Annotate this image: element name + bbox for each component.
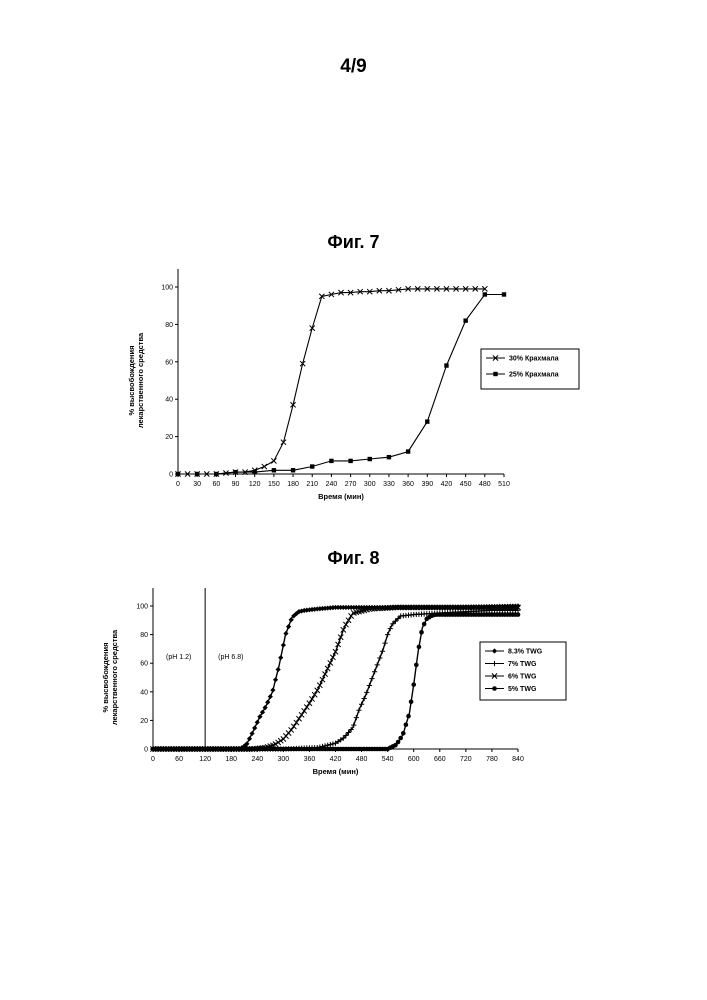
data-point — [367, 683, 372, 688]
data-point — [362, 696, 367, 701]
annotation-label: (pH 6.8) — [218, 654, 243, 661]
data-point — [289, 727, 294, 732]
data-point — [364, 690, 369, 695]
data-point — [268, 694, 273, 699]
data-point — [411, 682, 416, 687]
data-point — [380, 649, 385, 654]
y-tick-label: 20 — [140, 718, 148, 725]
series-1 — [150, 608, 520, 752]
data-point — [286, 624, 291, 629]
x-tick-label: 120 — [199, 756, 211, 763]
legend-label: 7% TWG — [508, 661, 537, 668]
data-point — [369, 676, 374, 681]
data-point — [422, 622, 427, 627]
data-point — [401, 731, 406, 736]
x-tick-label: 600 — [408, 756, 420, 763]
data-point — [249, 731, 254, 736]
y-tick-label: 60 — [140, 661, 148, 668]
x-tick-label: 240 — [251, 756, 263, 763]
x-tick-label: 360 — [304, 756, 316, 763]
x-tick-label: 480 — [356, 756, 368, 763]
series-line — [153, 610, 518, 749]
y-tick-label: 0 — [144, 747, 148, 754]
data-point — [396, 740, 401, 745]
data-point — [351, 722, 356, 727]
data-point — [265, 700, 270, 705]
x-tick-label: 300 — [278, 756, 290, 763]
data-point — [325, 666, 330, 671]
data-point — [377, 655, 382, 660]
data-point — [354, 715, 359, 720]
data-point — [255, 720, 260, 725]
data-point — [322, 671, 327, 676]
data-point — [289, 617, 294, 622]
data-point — [417, 645, 422, 650]
data-point — [356, 708, 361, 713]
data-point — [270, 687, 275, 692]
data-point — [406, 714, 411, 719]
x-tick-label: 780 — [486, 756, 498, 763]
annotation-label: (pH 1.2) — [166, 654, 191, 661]
data-point — [375, 662, 380, 667]
data-point — [398, 736, 403, 741]
x-axis-title: Время (мин) — [313, 767, 359, 776]
data-point — [414, 663, 419, 668]
data-point — [283, 631, 288, 636]
y-axis-title: % высвобождения — [101, 643, 110, 713]
data-point — [320, 677, 325, 682]
data-point — [328, 742, 333, 747]
data-point — [273, 677, 278, 682]
data-point — [382, 641, 387, 646]
series-2 — [150, 605, 520, 752]
x-tick-label: 180 — [225, 756, 237, 763]
x-tick-label: 840 — [512, 756, 524, 763]
data-point — [404, 722, 409, 727]
y-tick-label: 40 — [140, 689, 148, 696]
legend-marker — [492, 686, 497, 691]
series-line — [153, 607, 518, 749]
data-point — [419, 630, 424, 635]
series-line — [153, 615, 518, 749]
y-axis-title: лекарственного средства — [110, 629, 119, 725]
y-tick-label: 80 — [140, 632, 148, 639]
x-tick-label: 660 — [434, 756, 446, 763]
data-point — [328, 660, 333, 665]
legend-label: 8.3% TWG — [508, 649, 543, 656]
data-point — [516, 612, 521, 617]
data-point — [330, 655, 335, 660]
data-point — [252, 725, 257, 730]
data-point — [247, 736, 252, 741]
x-tick-label: 720 — [460, 756, 472, 763]
data-point — [278, 655, 283, 660]
x-tick-label: 0 — [151, 756, 155, 763]
data-point — [409, 700, 414, 705]
data-point — [276, 667, 281, 672]
x-tick-label: 540 — [382, 756, 394, 763]
data-point — [330, 741, 335, 746]
series-3 — [151, 612, 521, 751]
x-tick-label: 60 — [175, 756, 183, 763]
data-point — [385, 632, 390, 637]
series-0 — [150, 603, 520, 751]
data-point — [359, 702, 364, 707]
data-point — [317, 683, 322, 688]
data-point — [388, 626, 393, 631]
x-tick-label: 420 — [330, 756, 342, 763]
legend-label: 6% TWG — [508, 674, 537, 681]
series-line — [153, 606, 518, 749]
data-point — [372, 669, 377, 674]
legend-label: 5% TWG — [508, 686, 537, 693]
data-point — [281, 642, 286, 647]
y-tick-label: 100 — [136, 604, 148, 611]
